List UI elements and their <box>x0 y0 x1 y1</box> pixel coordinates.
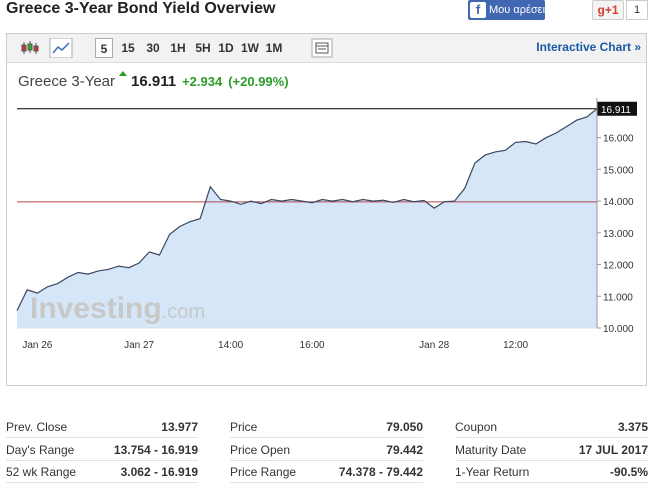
stats-value: 13.754 - 16.919 <box>113 443 198 457</box>
chart: Investing.com 16.911 10.000 11.000 12.000 13.… <box>16 98 637 351</box>
interval-button[interactable]: 1W <box>241 41 259 55</box>
interval-button[interactable]: 1M <box>265 41 283 55</box>
stats-label: Prev. Close <box>6 420 68 434</box>
price: 16.911 <box>131 73 177 90</box>
area-icon[interactable] <box>49 38 73 58</box>
stats-value: -90.5% <box>609 465 648 479</box>
stats-value: 3.062 - 16.919 <box>120 465 198 479</box>
interval-button[interactable]: 30 <box>146 41 160 55</box>
interval-button[interactable]: 1D <box>218 41 234 55</box>
x-tick-label: Jan 26 <box>22 340 52 351</box>
stats-row: Day's Range 13.754 - 16.919 <box>6 439 198 461</box>
stats-label: Price <box>230 420 258 434</box>
stats-row: Prev. Close 13.977 <box>6 416 198 438</box>
gplus-count: 1 <box>626 0 648 20</box>
area-fill <box>17 108 597 328</box>
stats-row: Price Range 74.378 - 79.442 <box>230 461 423 483</box>
stats-row: Price 79.050 <box>230 416 423 438</box>
interval-button[interactable]: 5H <box>195 41 211 55</box>
interval-button[interactable]: 1H <box>170 41 186 55</box>
stats-row: Price Open 79.442 <box>230 439 423 461</box>
y-tick-label: 15.000 <box>603 165 634 176</box>
watermark-part: Investing <box>30 292 162 325</box>
y-tick-label: 11.000 <box>603 292 633 303</box>
x-tick-label: Jan 27 <box>124 340 154 351</box>
settings-icon[interactable] <box>311 38 333 58</box>
y-tick-label: 13.000 <box>603 229 634 240</box>
change-pct: (+20.99%) <box>228 74 289 89</box>
quote-line: Greece 3-Year 16.911 +2.934 (+20.99%) <box>18 71 295 90</box>
y-tick-label: 16.000 <box>603 134 634 145</box>
x-tick-label: 14:00 <box>218 340 243 351</box>
like-button[interactable]: f Μου αρέσει <box>468 0 545 20</box>
stats-label: Price Range <box>230 465 297 479</box>
stats-value: 79.050 <box>386 420 423 434</box>
stats-label: Price Open <box>230 443 291 457</box>
stats-value: 3.375 <box>617 420 648 434</box>
stats-value: 74.378 - 79.442 <box>338 465 423 479</box>
candle-icon[interactable] <box>21 41 39 54</box>
page-title: Greece 3-Year Bond Yield Overview <box>6 0 276 17</box>
stats-label: Coupon <box>455 420 498 434</box>
price-line <box>16 108 598 311</box>
stats-value: 17 JUL 2017 <box>578 443 648 457</box>
stats-value: 13.977 <box>161 420 198 434</box>
stats-label: 52 wk Range <box>6 465 77 479</box>
y-tick-label: 14.000 <box>603 197 634 208</box>
stats-row: Maturity Date 17 JUL 2017 <box>455 439 648 461</box>
interval-button[interactable]: 15 <box>121 41 135 55</box>
x-tick-label: 12:00 <box>503 340 528 351</box>
stats-row: Coupon 3.375 <box>455 416 648 438</box>
y-tick-label: 10.000 <box>603 324 634 335</box>
watermark-part: .com <box>162 301 205 323</box>
watermark: Investing.com <box>30 292 205 325</box>
up-arrow <box>119 71 128 76</box>
x-tick-label: Jan 28 <box>419 340 449 351</box>
x-tick-label: 16:00 <box>300 340 325 351</box>
chart-widget <box>6 33 647 386</box>
stats-row: 52 wk Range 3.062 - 16.919 <box>6 461 198 483</box>
last-price-label: 16.911 <box>601 105 631 116</box>
interval-button[interactable]: 5 <box>95 38 113 58</box>
stats-label: 1-Year Return <box>455 465 530 479</box>
like-label: Μου αρέσει <box>489 4 545 16</box>
stats-value: 79.442 <box>386 443 423 457</box>
instrument-name: Greece 3-Year <box>18 73 116 90</box>
gplus-button[interactable]: g+1 <box>592 0 624 20</box>
y-tick-label: 12.000 <box>603 261 634 272</box>
change: +2.934 <box>182 74 223 89</box>
stats-row: 1-Year Return -90.5% <box>455 461 648 483</box>
last-price-box <box>597 101 637 116</box>
stats-label: Maturity Date <box>455 443 527 457</box>
chart-type-icons <box>21 38 73 58</box>
stats-label: Day's Range <box>6 443 75 457</box>
interactive-chart-link[interactable]: Interactive Chart » <box>536 40 641 54</box>
